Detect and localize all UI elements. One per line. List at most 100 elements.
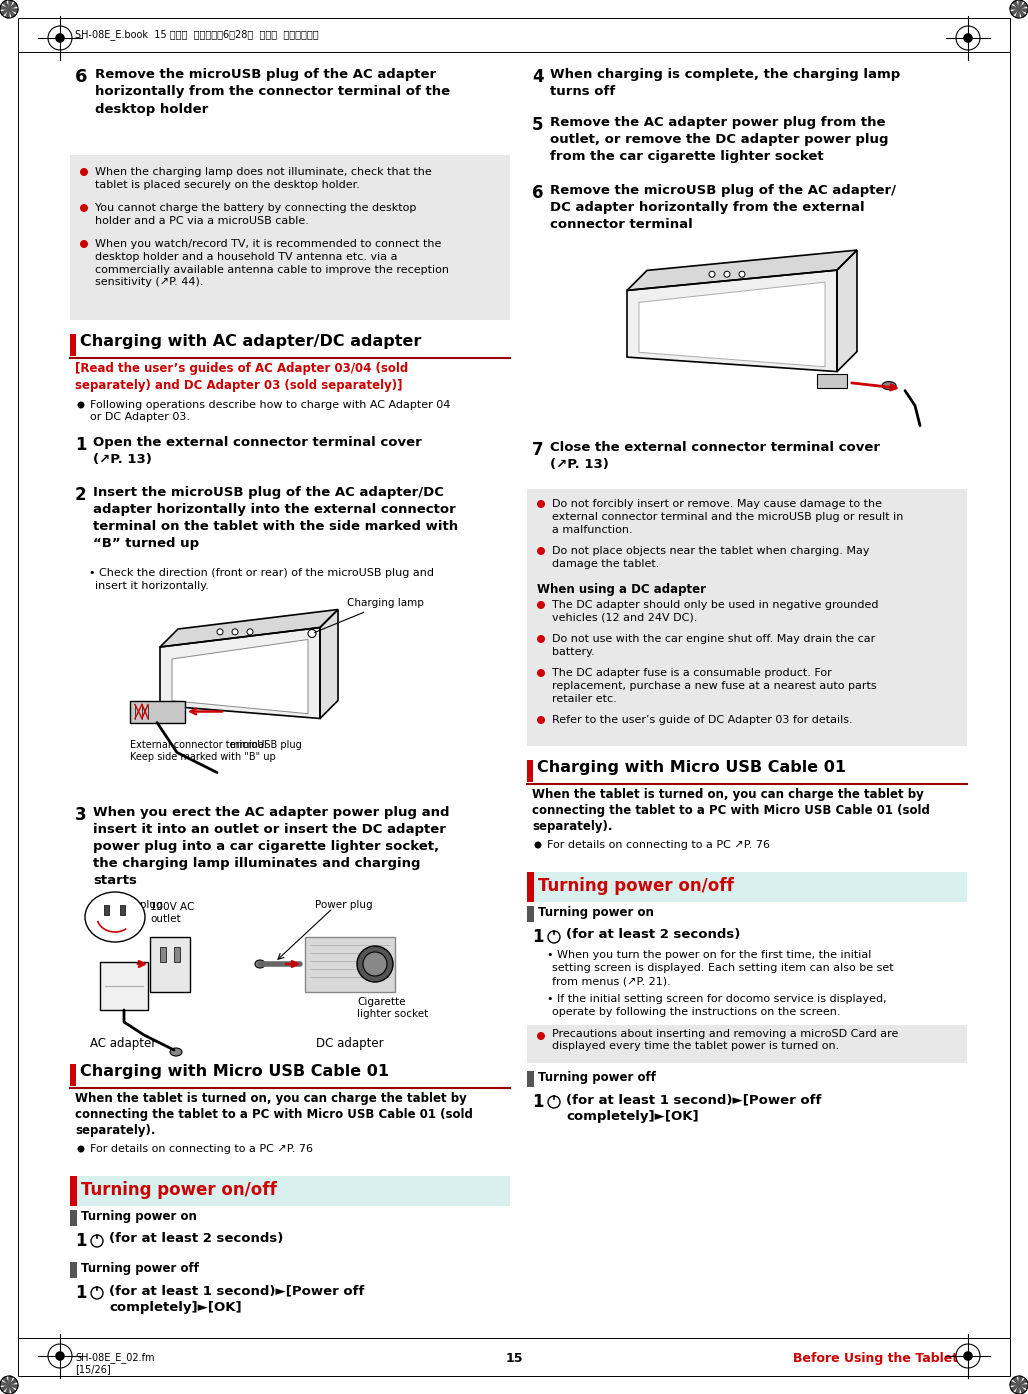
Circle shape — [56, 33, 65, 43]
Polygon shape — [172, 640, 308, 714]
Circle shape — [308, 630, 316, 637]
Text: Turning power on: Turning power on — [81, 1210, 197, 1223]
Text: 3: 3 — [75, 806, 86, 824]
Polygon shape — [9, 8, 15, 17]
Text: Do not use with the car engine shut off. May drain the car
battery.: Do not use with the car engine shut off.… — [552, 634, 875, 657]
Polygon shape — [9, 8, 19, 13]
Text: 6: 6 — [533, 184, 544, 202]
Text: The DC adapter should only be used in negative grounded
vehicles (12 and 24V DC): The DC adapter should only be used in ne… — [552, 599, 879, 623]
Text: Do not place objects near the tablet when charging. May
damage the tablet.: Do not place objects near the tablet whe… — [552, 546, 870, 569]
Polygon shape — [1, 1386, 9, 1391]
Text: • When you turn the power on for the first time, the initial: • When you turn the power on for the fir… — [547, 949, 872, 960]
Text: 100V AC
outlet: 100V AC outlet — [150, 902, 194, 924]
Polygon shape — [160, 609, 338, 647]
Text: microUSB plug: microUSB plug — [230, 740, 302, 750]
Bar — [70, 1177, 510, 1206]
Polygon shape — [320, 609, 338, 718]
Ellipse shape — [170, 1048, 182, 1057]
Polygon shape — [0, 6, 9, 8]
Polygon shape — [9, 1379, 17, 1386]
Polygon shape — [627, 250, 857, 290]
Bar — [527, 906, 534, 921]
Polygon shape — [1013, 1377, 1019, 1386]
Text: Following operations describe how to charge with AC Adapter 04
or DC Adapter 03.: Following operations describe how to cha… — [90, 400, 450, 422]
Polygon shape — [1016, 8, 1019, 18]
Text: setting screen is displayed. Each setting item can also be set: setting screen is displayed. Each settin… — [552, 963, 893, 973]
Text: When the tablet is turned on, you can charge the tablet by
connecting the tablet: When the tablet is turned on, you can ch… — [75, 1092, 473, 1138]
Bar — [70, 1210, 77, 1225]
Text: When the tablet is turned on, you can charge the tablet by
connecting the tablet: When the tablet is turned on, you can ch… — [533, 788, 930, 834]
Text: Power plug: Power plug — [105, 901, 162, 910]
Text: Close the external connector terminal cover
(↗P. 13): Close the external connector terminal co… — [550, 441, 880, 471]
Polygon shape — [1013, 0, 1019, 8]
Text: When using a DC adapter: When using a DC adapter — [537, 583, 706, 597]
Text: Turning power off: Turning power off — [81, 1262, 199, 1276]
Polygon shape — [1019, 1376, 1023, 1386]
Text: Open the external connector terminal cover
(↗P. 13): Open the external connector terminal cov… — [93, 436, 421, 466]
Circle shape — [77, 401, 84, 408]
Polygon shape — [1, 8, 9, 15]
Circle shape — [247, 629, 253, 634]
Text: • If the initial setting screen for docomo service is displayed,: • If the initial setting screen for doco… — [547, 994, 886, 1004]
Text: Remove the AC adapter power plug from the
outlet, or remove the DC adapter power: Remove the AC adapter power plug from th… — [550, 116, 888, 163]
Polygon shape — [9, 1376, 12, 1386]
Text: (for at least 1 second)►[Power off
completely]►[OK]: (for at least 1 second)►[Power off compl… — [109, 1284, 364, 1315]
Circle shape — [537, 669, 545, 677]
Polygon shape — [1011, 8, 1019, 15]
Circle shape — [537, 601, 545, 609]
Polygon shape — [639, 282, 825, 367]
Circle shape — [709, 272, 715, 277]
Circle shape — [48, 1344, 72, 1368]
Polygon shape — [1009, 6, 1019, 8]
Bar — [104, 905, 109, 914]
Text: Turning power on/off: Turning power on/off — [538, 877, 734, 895]
Bar — [70, 1064, 76, 1086]
Bar — [150, 937, 190, 993]
Polygon shape — [1019, 1386, 1025, 1394]
Bar — [100, 962, 148, 1011]
Text: 15: 15 — [505, 1352, 523, 1365]
Polygon shape — [160, 627, 320, 718]
Polygon shape — [1019, 8, 1025, 17]
Polygon shape — [1009, 1381, 1019, 1386]
Text: [Read the user’s guides of AC Adapter 03/04 (sold
separately) and DC Adapter 03 : [Read the user’s guides of AC Adapter 03… — [75, 362, 408, 392]
Circle shape — [537, 546, 545, 555]
Circle shape — [80, 204, 88, 212]
Polygon shape — [5, 8, 9, 18]
Text: Remove the microUSB plug of the AC adapter/
DC adapter horizontally from the ext: Remove the microUSB plug of the AC adapt… — [550, 184, 896, 231]
Text: (for at least 2 seconds): (for at least 2 seconds) — [566, 928, 740, 941]
Polygon shape — [1019, 3, 1027, 8]
Bar — [527, 1071, 534, 1087]
Text: Charging with AC adapter/DC adapter: Charging with AC adapter/DC adapter — [80, 335, 421, 348]
Circle shape — [357, 947, 393, 981]
Text: Charging with Micro USB Cable 01: Charging with Micro USB Cable 01 — [80, 1064, 389, 1079]
Polygon shape — [1016, 1386, 1019, 1394]
Ellipse shape — [255, 960, 265, 967]
Text: insert it horizontally.: insert it horizontally. — [95, 581, 209, 591]
Circle shape — [56, 1351, 65, 1361]
Circle shape — [537, 717, 545, 723]
Circle shape — [80, 240, 88, 248]
Circle shape — [537, 636, 545, 643]
Bar — [120, 905, 125, 914]
Text: When you erect the AC adapter power plug and
insert it into an outlet or insert : When you erect the AC adapter power plug… — [93, 806, 449, 887]
Text: 1: 1 — [533, 1093, 544, 1111]
Polygon shape — [0, 1381, 9, 1386]
Text: 5: 5 — [533, 116, 544, 134]
Text: DC adapter: DC adapter — [317, 1037, 383, 1050]
Circle shape — [724, 272, 730, 277]
Bar — [130, 701, 185, 722]
Text: Power plug: Power plug — [315, 901, 372, 910]
Circle shape — [48, 26, 72, 50]
Circle shape — [77, 1146, 84, 1153]
Text: from menus (↗P. 21).: from menus (↗P. 21). — [552, 976, 670, 986]
Text: Before Using the Tablet: Before Using the Tablet — [793, 1352, 958, 1365]
Text: 4: 4 — [533, 68, 544, 86]
Bar — [160, 947, 166, 962]
Text: Insert the microUSB plug of the AC adapter/DC
adapter horizontally into the exte: Insert the microUSB plug of the AC adapt… — [93, 487, 458, 551]
Text: Charging lamp: Charging lamp — [315, 598, 424, 633]
Text: 1: 1 — [75, 1232, 86, 1250]
Polygon shape — [9, 0, 12, 8]
Circle shape — [956, 1344, 980, 1368]
Circle shape — [232, 629, 238, 634]
